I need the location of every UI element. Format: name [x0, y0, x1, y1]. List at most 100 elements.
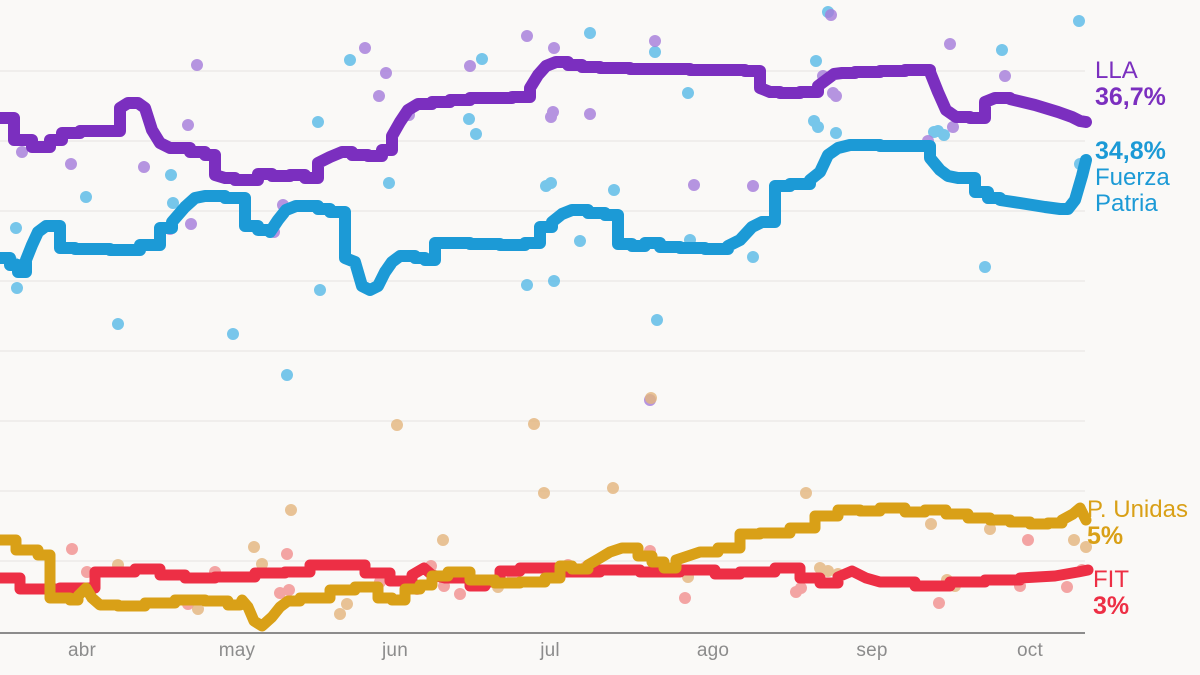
scatter-dot — [682, 87, 694, 99]
scatter-dot — [476, 53, 488, 65]
series-label-pu-value: 5% — [1087, 521, 1124, 550]
scatter-dot — [454, 588, 466, 600]
scatter-dot — [344, 54, 356, 66]
x-tick-label-jun: jun — [382, 640, 408, 661]
series-label-fuerza-patria: 34,8% Fuerza Patria — [1095, 138, 1170, 217]
scatter-dot — [538, 487, 550, 499]
scatter-dot — [285, 504, 297, 516]
scatter-dot — [80, 191, 92, 203]
series-line-fit — [0, 559, 1094, 595]
series-line-lla — [0, 56, 1092, 186]
scatter-dot — [574, 235, 586, 247]
scatter-dot — [380, 67, 392, 79]
scatter-dot — [1061, 581, 1073, 593]
scatter-dot — [830, 90, 842, 102]
scatter-dot — [521, 30, 533, 42]
scatter-dot — [1022, 534, 1034, 546]
scatter-dot — [830, 127, 842, 139]
scatter-dot — [822, 565, 834, 577]
scatter-dot — [248, 541, 260, 553]
scatter-dot — [800, 487, 812, 499]
series-label-fit: FIT 3% — [1093, 567, 1129, 620]
scatter-dot — [11, 282, 23, 294]
scatter-dot — [925, 518, 937, 530]
scatter-dot — [437, 534, 449, 546]
scatter-dot — [1073, 15, 1085, 27]
series-label-pu-name: P. Unidas — [1087, 496, 1188, 523]
series-label-fp-value: 34,8% — [1095, 137, 1166, 165]
scatter-dot — [334, 608, 346, 620]
scatter-dot — [747, 180, 759, 192]
scatter-dot — [1080, 541, 1092, 553]
scatter-dot — [747, 251, 759, 263]
scatter-dot — [185, 218, 197, 230]
scatter-dot — [688, 179, 700, 191]
series-label-p-unidas: P. Unidas 5% — [1087, 497, 1188, 550]
scatter-dot — [528, 418, 540, 430]
scatter-dot — [521, 279, 533, 291]
scatter-dot — [373, 90, 385, 102]
scatter-dot — [312, 116, 324, 128]
scatter-dot — [649, 35, 661, 47]
scatter-dot — [283, 584, 295, 596]
scatter-dot — [391, 419, 403, 431]
scatter-dot — [138, 161, 150, 173]
x-tick-label-oct: oct — [1017, 640, 1043, 661]
scatter-dot — [192, 603, 204, 615]
scatter-dot — [810, 55, 822, 67]
series-label-fit-value: 3% — [1093, 591, 1130, 620]
scatter-dot — [999, 70, 1011, 82]
scatter-dot — [545, 177, 557, 189]
scatter-dot — [645, 392, 657, 404]
scatter-dot — [547, 106, 559, 118]
scatter-dot — [65, 158, 77, 170]
series-line-fuerza-patria — [0, 139, 1092, 296]
scatter-dot — [463, 113, 475, 125]
scatter-dot — [548, 275, 560, 287]
series-line-p-unidas — [0, 502, 1092, 632]
scatter-dot — [281, 548, 293, 560]
x-tick-label-jul: jul — [540, 640, 560, 661]
series-label-fp-name-1: Fuerza — [1095, 164, 1170, 191]
series-label-lla-value: 36,7% — [1095, 82, 1166, 111]
scatter-dots-fit — [66, 534, 1088, 610]
scatter-dot — [933, 597, 945, 609]
scatter-dot — [679, 592, 691, 604]
scatter-dot — [938, 129, 950, 141]
scatter-dot — [383, 177, 395, 189]
scatter-dot — [996, 44, 1008, 56]
scatter-dot — [66, 543, 78, 555]
scatter-dot — [984, 523, 996, 535]
x-tick-label-ago: ago — [696, 640, 730, 661]
scatter-dot — [944, 38, 956, 50]
scatter-dot — [227, 328, 239, 340]
scatter-dot — [947, 121, 959, 133]
scatter-dot — [584, 108, 596, 120]
scatter-dot — [649, 46, 661, 58]
scatter-dot — [608, 184, 620, 196]
scatter-dot — [359, 42, 371, 54]
scatter-dot — [10, 222, 22, 234]
x-tick-label-abr: abr — [67, 640, 97, 661]
scatter-dot — [281, 369, 293, 381]
series-label-fit-name: FIT — [1093, 566, 1129, 593]
scatter-dot — [825, 9, 837, 21]
scatter-dot — [607, 482, 619, 494]
scatter-dot — [167, 197, 179, 209]
scatter-dot — [341, 598, 353, 610]
series-label-fp-name-2: Patria — [1095, 189, 1158, 217]
scatter-dot — [979, 261, 991, 273]
scatter-dot — [256, 558, 268, 570]
x-tick-label-may: may — [218, 640, 256, 661]
x-tick-label-sep: sep — [856, 640, 888, 661]
scatter-dot — [165, 169, 177, 181]
series-label-lla: LLA 36,7% — [1095, 58, 1166, 111]
scatter-dot — [1068, 534, 1080, 546]
scatter-dot — [584, 27, 596, 39]
scatter-dot — [470, 128, 482, 140]
scatter-dot — [548, 42, 560, 54]
scatter-dot — [16, 146, 28, 158]
scatter-dot — [812, 121, 824, 133]
